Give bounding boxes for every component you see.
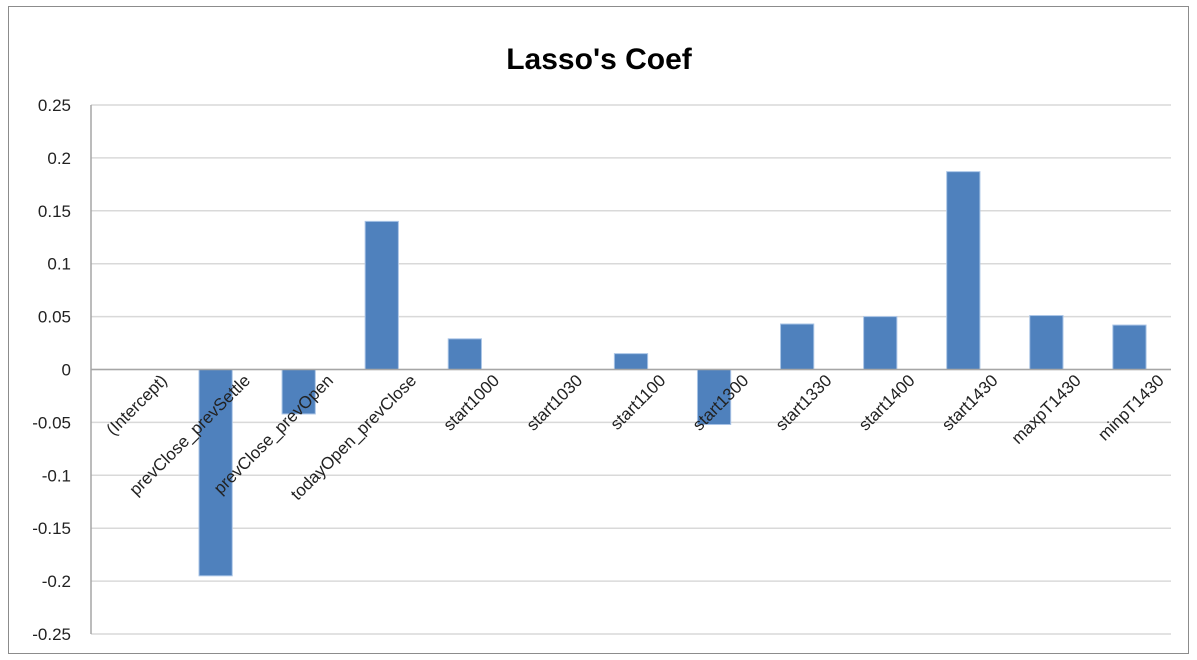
x-tick-label: start1030 (523, 371, 587, 435)
bar-start1430 (946, 171, 981, 370)
y-tick-label: 0.05 (38, 308, 71, 327)
x-tick-label: minpT1430 (1094, 371, 1168, 445)
x-tick-label: start1100 (607, 371, 670, 434)
chart-title: Lasso's Coef (506, 43, 693, 76)
x-tick-label: start1400 (855, 371, 919, 435)
bar-start1100 (613, 353, 649, 371)
y-axis-ticks: 0.25 0.2 0.15 0.1 0.05 0 -0.05 -0.1 -0.15 -0.2 -0.… (32, 96, 71, 644)
bar-todayopen-prevclose (364, 220, 399, 370)
x-tick-label: start1330 (772, 371, 836, 435)
bar-prevclose-prevsettle (198, 369, 233, 577)
y-tick-label: -0.2 (42, 572, 71, 591)
x-tick-label: (Intercept) (103, 371, 171, 439)
bars (198, 171, 1147, 577)
y-tick-label: -0.1 (42, 466, 71, 485)
x-axis-categories: (Intercept)prevClose_prevSettleprevClose… (103, 371, 1168, 504)
bar-start1330 (780, 323, 815, 371)
bar-maxpt1430 (1029, 315, 1064, 370)
chart-frame: Lasso's Coef 0.25 0.2 0.15 0.1 0.05 0 -0.05 -0.… (8, 6, 1189, 654)
y-tick-label: 0.15 (38, 202, 71, 221)
x-tick-label: start1430 (938, 371, 1002, 435)
y-tick-label: 0.1 (47, 255, 71, 274)
y-tick-label: -0.05 (32, 413, 71, 432)
y-tick-label: -0.15 (32, 519, 71, 538)
bar-minpt1430 (1112, 324, 1147, 370)
bar-start1000 (447, 338, 482, 370)
y-tick-label: 0.25 (38, 96, 71, 115)
y-tick-label: -0.25 (32, 625, 71, 644)
bar-chart: Lasso's Coef 0.25 0.2 0.15 0.1 0.05 0 -0.05 -0.… (32, 43, 1171, 644)
x-tick-label: start1000 (440, 371, 504, 435)
y-tick-label: 0.2 (47, 149, 71, 168)
y-tick-label: 0 (62, 361, 71, 380)
bar-start1400 (863, 316, 898, 371)
x-tick-label: maxpT1430 (1008, 371, 1085, 448)
